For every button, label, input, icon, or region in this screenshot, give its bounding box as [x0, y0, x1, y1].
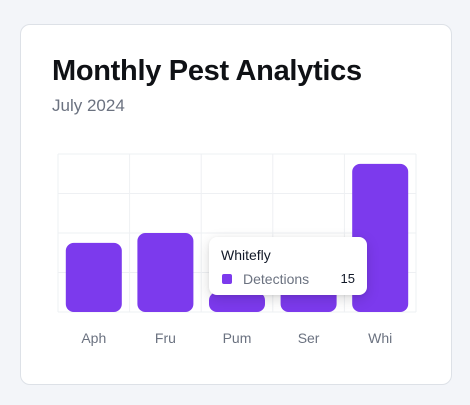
bar-tooltip: Whitefly Detections 15: [209, 237, 367, 295]
x-axis-labels: Aph Fru Pum Ser Whi: [81, 330, 392, 346]
bar-aph[interactable]: [65, 242, 122, 312]
x-tick-label: Fru: [155, 330, 176, 346]
bar-pum[interactable]: [209, 292, 265, 312]
x-tick-label: Aph: [81, 330, 106, 346]
tooltip-title: Whitefly: [221, 247, 271, 263]
tooltip-value: 15: [340, 271, 355, 286]
card-subtitle: July 2024: [52, 96, 125, 115]
bar-fru[interactable]: [137, 233, 194, 312]
x-tick-label: Ser: [298, 330, 320, 346]
x-tick-label: Whi: [368, 330, 392, 346]
bar-chart: Aph Fru Pum Ser Whi: [57, 153, 417, 346]
chart-card: Monthly Pest Analytics July 2024 Aph Fru P…: [20, 24, 452, 385]
tooltip-series-swatch: [222, 274, 232, 284]
tooltip-series-label: Detections: [243, 271, 310, 287]
card-title: Monthly Pest Analytics: [52, 55, 362, 87]
x-tick-label: Pum: [223, 330, 252, 346]
